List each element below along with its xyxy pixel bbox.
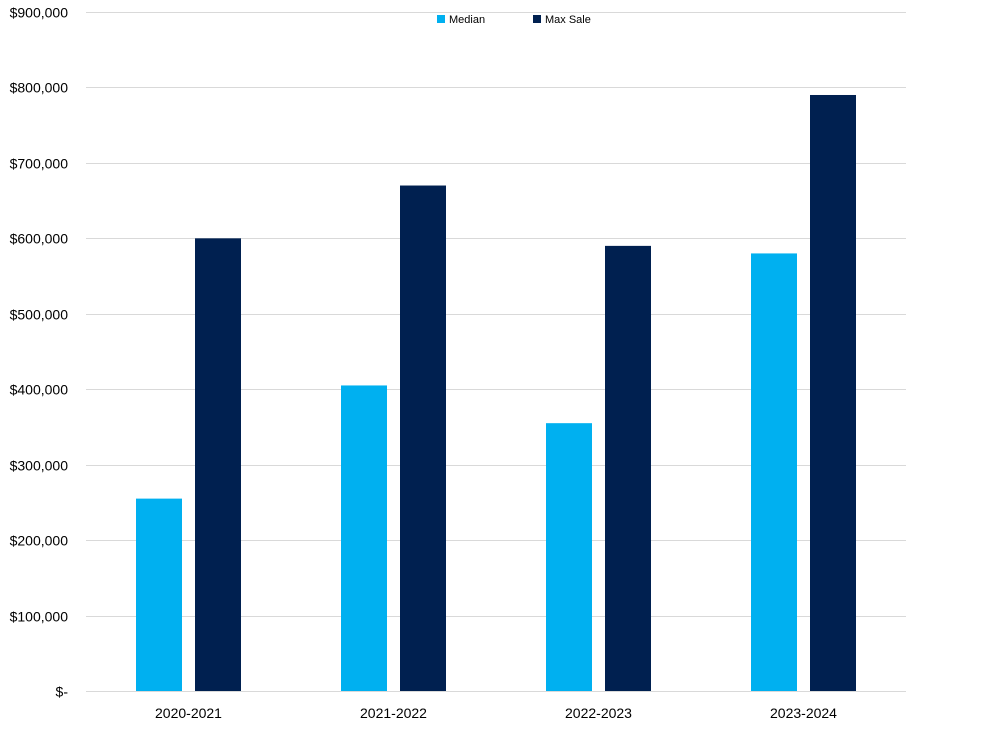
legend-label: Median bbox=[449, 14, 485, 26]
y-tick-label: $600,000 bbox=[10, 231, 69, 247]
bar-max-sale bbox=[810, 94, 856, 691]
bar-max-sale bbox=[195, 238, 241, 692]
bar-max-sale bbox=[605, 245, 651, 691]
y-tick-label: $200,000 bbox=[10, 533, 69, 549]
legend-swatch bbox=[437, 15, 445, 23]
x-axis: 2020-2021 2021-2022 2022-2023 2023-2024 bbox=[155, 705, 837, 721]
bars bbox=[136, 94, 856, 692]
y-tick-label: $700,000 bbox=[10, 156, 69, 172]
x-tick-label: 2021-2022 bbox=[360, 705, 427, 721]
bar-median bbox=[751, 253, 797, 691]
bar-median bbox=[341, 385, 387, 691]
y-tick-label: $900,000 bbox=[10, 5, 69, 21]
bar-median bbox=[136, 498, 182, 691]
x-tick-label: 2023-2024 bbox=[770, 705, 837, 721]
y-tick-label: $500,000 bbox=[10, 307, 69, 323]
x-tick-label: 2022-2023 bbox=[565, 705, 632, 721]
legend: Median Max Sale bbox=[437, 14, 591, 26]
y-tick-label: $100,000 bbox=[10, 609, 69, 625]
legend-swatch bbox=[533, 15, 541, 23]
bar-max-sale bbox=[400, 185, 446, 691]
legend-label: Max Sale bbox=[545, 14, 591, 26]
y-tick-label: $- bbox=[56, 684, 69, 700]
y-tick-label: $800,000 bbox=[10, 80, 69, 96]
y-axis: $- $100,000 $200,000 $300,000 $400,000 $500,0… bbox=[10, 5, 69, 700]
y-tick-label: $400,000 bbox=[10, 382, 69, 398]
bar-median bbox=[546, 423, 592, 691]
y-tick-label: $300,000 bbox=[10, 458, 69, 474]
x-tick-label: 2020-2021 bbox=[155, 705, 222, 721]
